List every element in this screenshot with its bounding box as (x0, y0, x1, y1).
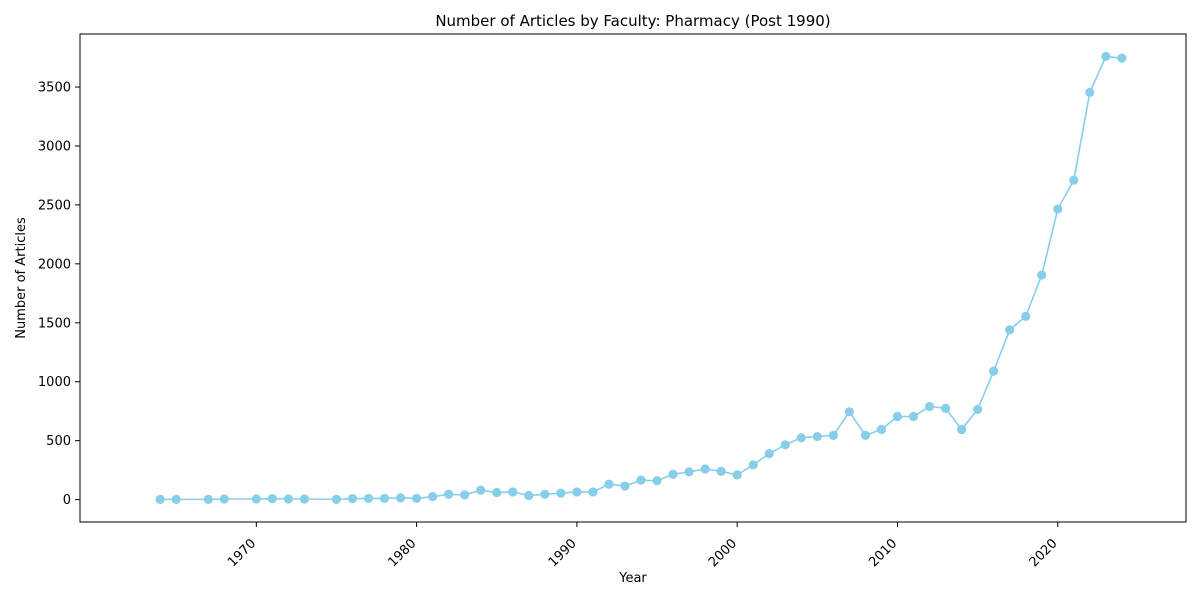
data-point (588, 487, 598, 497)
data-point (892, 411, 903, 422)
data-point (973, 404, 983, 415)
data-point (540, 489, 550, 499)
data-point (636, 475, 646, 485)
data-point (283, 494, 293, 504)
y-tick-label: 500 (46, 434, 71, 449)
data-point (1037, 270, 1047, 280)
y-tick-label: 2500 (38, 198, 71, 213)
data-point (395, 493, 406, 503)
data-point (748, 460, 758, 470)
data-point (460, 490, 470, 500)
data-point (1021, 311, 1031, 321)
data-point (428, 492, 438, 502)
data-point (155, 494, 165, 504)
data-point (796, 433, 806, 443)
x-tick-label: 1980 (385, 536, 419, 570)
data-point (203, 494, 213, 504)
data-point (700, 464, 710, 474)
data-point (684, 467, 694, 477)
data-point (219, 494, 229, 504)
data-point (267, 494, 277, 504)
y-tick-label: 3000 (38, 139, 71, 154)
data-point (812, 431, 822, 442)
data-point (940, 403, 951, 413)
data-point (924, 401, 935, 412)
y-axis: 0 500 1000 1500 2000 2500 3000 3500 (38, 81, 80, 508)
data-point (347, 494, 358, 504)
data-point (668, 469, 678, 479)
plot-area (79, 33, 1187, 523)
data-point (444, 489, 454, 499)
data-point (908, 411, 919, 422)
data-point (299, 494, 310, 504)
x-axis: 1970 1980 1990 2000 2010 2020 (225, 522, 1061, 570)
y-axis-label: Number of Articles (14, 217, 29, 339)
y-tick-label: 3500 (38, 81, 71, 96)
data-point (1069, 175, 1079, 185)
data-point (732, 470, 742, 480)
data-point (412, 493, 422, 504)
data-point (1085, 87, 1095, 97)
data-point (492, 487, 502, 498)
x-tick-label: 2010 (866, 536, 900, 570)
data-point (876, 424, 887, 435)
y-tick-label: 0 (63, 493, 71, 508)
data-point (764, 449, 774, 459)
data-point (652, 476, 662, 486)
data-point (171, 494, 181, 504)
series-layer (155, 51, 1127, 504)
x-axis-label: Year (618, 571, 647, 586)
data-point (716, 466, 726, 476)
y-tick-label: 2000 (38, 257, 71, 272)
x-tick-label: 2020 (1027, 536, 1061, 570)
data-point (331, 494, 342, 504)
y-tick-label: 1000 (38, 375, 71, 390)
data-point (860, 430, 871, 440)
x-tick-label: 1990 (546, 536, 580, 570)
data-point (1117, 53, 1127, 63)
data-point (508, 487, 518, 497)
data-point (620, 481, 630, 491)
data-point (828, 430, 838, 440)
data-point (476, 485, 486, 495)
data-point (780, 440, 790, 450)
data-point (1053, 204, 1063, 214)
data-point (363, 493, 374, 504)
data-point (1005, 325, 1015, 335)
data-point (572, 487, 582, 497)
chart-title: Number of Articles by Faculty: Pharmacy … (435, 12, 830, 30)
data-point (379, 493, 390, 504)
data-point (956, 424, 967, 435)
data-point (251, 494, 261, 504)
data-point (524, 490, 534, 501)
series-line (160, 55, 1122, 501)
data-point (989, 366, 999, 376)
data-point (1101, 51, 1111, 62)
y-tick-label: 1500 (38, 316, 71, 331)
x-tick-label: 2000 (706, 536, 740, 570)
data-point (604, 479, 614, 489)
data-point (844, 407, 854, 417)
x-tick-label: 1970 (225, 536, 259, 570)
data-point (556, 488, 566, 498)
